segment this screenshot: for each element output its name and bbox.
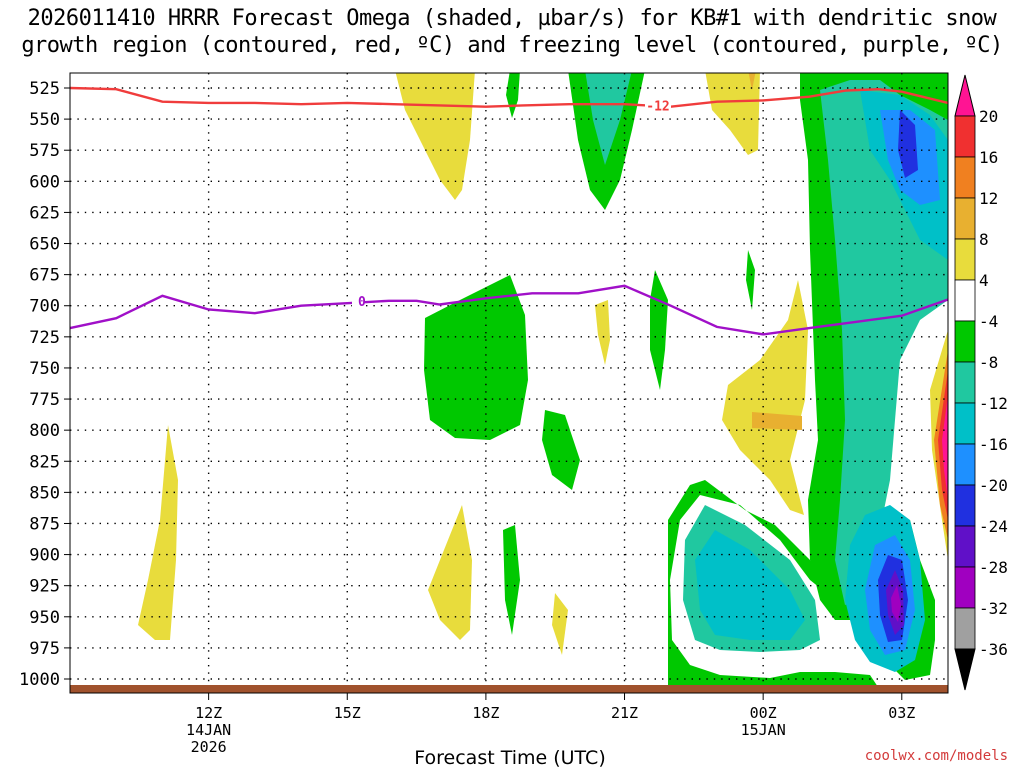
contour-line-freezing-level [69, 284, 949, 336]
colorbar-swatch [954, 115, 976, 158]
positive-omega-area [748, 73, 756, 90]
contour-label-background [645, 99, 671, 114]
colorbar-label: -28 [979, 558, 1008, 577]
x-tick-date: 15JAN [741, 721, 786, 739]
positive-omega-area [595, 300, 610, 365]
colorbar-label: 12 [979, 189, 998, 208]
colorbar-label: -20 [979, 476, 1008, 495]
chart-title-line-2: growth region (contoured, red, ºC) and f… [21, 33, 1003, 58]
colorbar-swatch [954, 156, 976, 199]
y-tick-label: 675 [29, 266, 60, 286]
y-tick-label: 550 [29, 110, 60, 130]
colorbar-top-triangle [954, 74, 976, 117]
colorbar-swatch [954, 566, 976, 609]
x-tick-date: 14JAN [186, 721, 231, 739]
y-tick-label: 875 [29, 514, 60, 534]
y-tick-label: 850 [29, 483, 60, 503]
colorbar-label: -24 [979, 517, 1008, 536]
negative-omega-area [585, 73, 632, 165]
positive-omega-area [552, 593, 568, 655]
colorbar-swatch [954, 525, 976, 568]
positive-omega-area [705, 73, 760, 155]
positive-omega-area [752, 412, 802, 430]
y-tick-label: 750 [29, 359, 60, 379]
colorbar-label: 20 [979, 107, 998, 126]
colorbar-label: -8 [979, 353, 998, 372]
positive-omega-area [138, 425, 178, 640]
negative-omega-area [503, 525, 520, 635]
negative-omega-area [898, 110, 918, 178]
y-tick-label: 975 [29, 639, 60, 659]
y-axis: 525 550 575 600 625 650 675 700 725 750 775 800 825 8… [19, 79, 70, 690]
y-tick-label: 775 [29, 390, 60, 410]
y-tick-label: 600 [29, 172, 60, 192]
chart-title-line-1: 2026011410 HRRR Forecast Omega (shaded, … [27, 6, 997, 31]
x-tick-label: 00Z [750, 704, 777, 722]
colorbar-label: 16 [979, 148, 998, 167]
contour-label: 0 [358, 295, 366, 310]
contour-line-dendritic-minus12 [69, 86, 949, 108]
colorbar-label: 8 [979, 230, 989, 249]
colorbar-bottom-triangle [954, 648, 976, 691]
colorbar-swatch [954, 238, 976, 281]
y-tick-label: 575 [29, 141, 60, 161]
positive-omega-area [395, 73, 475, 200]
colorbar-swatch [954, 197, 976, 240]
y-tick-label: 725 [29, 328, 60, 348]
x-axis-title: Forecast Time (UTC) [414, 747, 605, 768]
negative-omega-area [746, 250, 755, 310]
colorbar-label: -32 [979, 599, 1008, 618]
temperature-contours: -12 0 [69, 86, 949, 336]
negative-omega-area [424, 275, 528, 440]
negative-omega-area [695, 530, 805, 640]
x-tick-label: 15Z [334, 704, 361, 722]
colorbar-swatch [954, 361, 976, 404]
y-tick-label: 650 [29, 235, 60, 255]
positive-omega-area [428, 505, 472, 640]
credit-text: coolwx.com/models [865, 748, 1008, 764]
y-tick-label: 525 [29, 79, 60, 99]
negative-omega-area [891, 585, 901, 622]
colorbar-swatch [954, 607, 976, 650]
colorbar-swatch [954, 443, 976, 486]
colorbar-swatch [954, 484, 976, 527]
positive-omega-area [942, 395, 948, 500]
colorbar-swatch [954, 279, 976, 322]
x-tick-label: 12Z [195, 704, 222, 722]
negative-omega-area [650, 270, 668, 390]
ground-surface [70, 685, 948, 693]
contour-label-background [352, 294, 364, 309]
contour-label: -12 [646, 99, 669, 114]
y-tick-label: 900 [29, 546, 60, 566]
colorbar: 20 16 12 8 4 -4 -8 -12 -16 -20 -24 -28 -32 -36 [954, 74, 1008, 691]
omega-shading [138, 73, 948, 690]
x-tick-label: 21Z [611, 704, 638, 722]
x-tick-label: 18Z [472, 704, 499, 722]
negative-omega-area [542, 410, 580, 490]
y-tick-label: 625 [29, 203, 60, 223]
colorbar-label: -16 [979, 435, 1008, 454]
colorbar-swatch [954, 320, 976, 363]
colorbar-label: -36 [979, 640, 1008, 659]
colorbar-label: -4 [979, 312, 998, 331]
colorbar-label: -12 [979, 394, 1008, 413]
y-tick-label: 800 [29, 421, 60, 441]
x-tick-year: 2026 [191, 738, 227, 756]
colorbar-label: 4 [979, 271, 989, 290]
plot-frame [69, 72, 949, 694]
y-tick-label: 950 [29, 608, 60, 628]
y-tick-label: 925 [29, 577, 60, 597]
colorbar-swatch [954, 402, 976, 445]
y-tick-label: 1000 [19, 670, 60, 690]
negative-omega-area [506, 73, 520, 118]
x-tick-label: 03Z [888, 704, 915, 722]
positive-omega-area [722, 280, 808, 515]
y-tick-label: 825 [29, 452, 60, 472]
y-tick-label: 700 [29, 297, 60, 317]
